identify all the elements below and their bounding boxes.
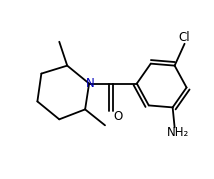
Text: NH₂: NH₂ <box>166 126 189 139</box>
Text: Cl: Cl <box>179 31 190 44</box>
Text: O: O <box>113 110 123 123</box>
Text: N: N <box>86 77 94 90</box>
